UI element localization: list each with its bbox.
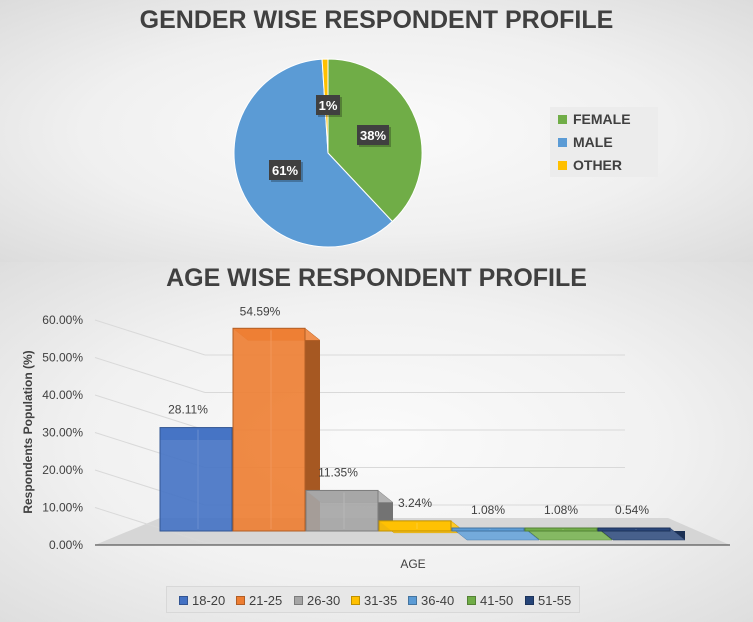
gender-legend: FEMALE MALE OTHER xyxy=(550,107,658,177)
gridline-side xyxy=(94,357,206,393)
legend-label: OTHER xyxy=(573,157,622,173)
bar-51-55 xyxy=(597,527,686,541)
bar-data-label-21-25: 54.59% xyxy=(240,304,281,318)
age-chart-title: AGE WISE RESPONDENT PROFILE xyxy=(166,264,587,292)
legend-label: 36-40 xyxy=(421,592,455,608)
y-tick-label: 10.00% xyxy=(42,501,83,515)
age-legend-item-41-50: 41-50 xyxy=(467,592,513,608)
bar-21-25 xyxy=(232,327,321,532)
bar-41-50 xyxy=(524,527,613,541)
bar-data-label-31-35: 3.24% xyxy=(398,496,432,510)
y-tick-label: 50.00% xyxy=(42,351,83,365)
svg-text:61%: 61% xyxy=(272,163,298,178)
age-legend: 18-20 21-25 26-30 31-35 36-40 41-50 51-55 xyxy=(166,586,580,613)
gender-legend-item-other: OTHER xyxy=(558,156,622,174)
bar-data-label-26-30: 11.35% xyxy=(318,465,358,479)
age-legend-item-26-30: 26-30 xyxy=(294,592,340,608)
bar-26-30 xyxy=(305,489,394,532)
age-legend-item-21-25: 21-25 xyxy=(236,592,282,608)
legend-swatch xyxy=(558,160,567,170)
age-legend-item-51-55: 51-55 xyxy=(525,592,571,608)
y-tick-label: 60.00% xyxy=(42,313,83,327)
y-tick-label: 0.00% xyxy=(49,538,83,552)
bar-data-label-51-55: 0.54% xyxy=(615,503,649,517)
bar-data-label-41-50: 1.08% xyxy=(544,503,578,517)
gender-legend-item-male: MALE xyxy=(558,133,613,151)
legend-label: MALE xyxy=(573,134,613,150)
gender-pie-chart: 38% 61% 1% xyxy=(233,58,423,248)
legend-label: 18-20 xyxy=(192,592,226,608)
legend-swatch xyxy=(467,595,476,605)
legend-swatch xyxy=(525,595,534,605)
legend-label: 51-55 xyxy=(538,592,572,608)
gender-legend-item-female: FEMALE xyxy=(558,110,631,128)
pie-slice-male xyxy=(233,58,394,248)
legend-label: 41-50 xyxy=(480,592,514,608)
age-legend-item-36-40: 36-40 xyxy=(408,592,454,608)
svg-text:1%: 1% xyxy=(319,98,338,113)
y-tick-label: 30.00% xyxy=(42,426,83,440)
pie-data-label-other: 1% xyxy=(316,95,342,117)
bar-31-35 xyxy=(378,520,467,534)
bar-data-label-18-20: 28.11% xyxy=(168,403,208,417)
legend-swatch xyxy=(558,137,567,147)
gender-chart-title: GENDER WISE RESPONDENT PROFILE xyxy=(139,6,614,34)
legend-swatch xyxy=(351,595,360,605)
svg-text:38%: 38% xyxy=(360,128,386,143)
legend-label: 26-30 xyxy=(307,592,341,608)
age-chart-panel: AGE WISE RESPONDENT PROFILE 0.00% 10.00% 2… xyxy=(0,262,753,622)
gridline-side xyxy=(94,319,206,356)
legend-swatch xyxy=(294,595,303,605)
legend-swatch xyxy=(179,595,188,605)
legend-swatch xyxy=(408,595,417,605)
legend-label: FEMALE xyxy=(573,111,631,127)
y-tick-label: 40.00% xyxy=(42,388,83,402)
bar-data-label-36-40: 1.08% xyxy=(471,503,505,517)
legend-label: 31-35 xyxy=(364,592,398,608)
y-tick-label: 20.00% xyxy=(42,463,83,477)
gridline-side xyxy=(94,394,206,431)
legend-swatch xyxy=(236,595,245,605)
x-axis-title: AGE xyxy=(400,557,425,571)
legend-swatch xyxy=(558,114,567,124)
bar-18-20 xyxy=(159,427,233,532)
pie-data-label-female: 38% xyxy=(357,125,391,147)
y-axis-title: Respondents Population (%) xyxy=(21,350,35,513)
age-legend-item-18-20: 18-20 xyxy=(179,592,225,608)
legend-label: 21-25 xyxy=(249,592,283,608)
gender-chart-panel: GENDER WISE RESPONDENT PROFILE 38% 61% 1% … xyxy=(0,0,753,262)
age-legend-item-31-35: 31-35 xyxy=(351,592,397,608)
gridline-side xyxy=(94,507,206,543)
age-bar-chart: 0.00% 10.00% 20.00% 30.00% 40.00% 50.00% 60.00… xyxy=(21,304,730,571)
pie-data-label-male: 61% xyxy=(269,160,303,182)
